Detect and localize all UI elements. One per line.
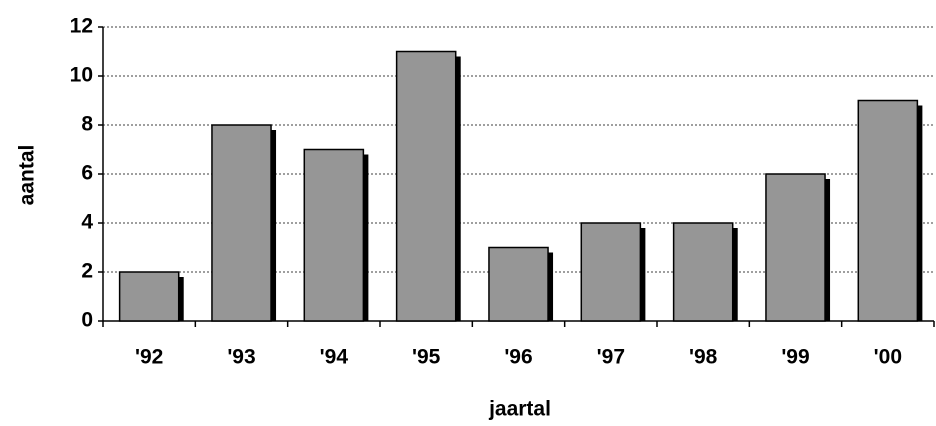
bar (395, 50, 457, 322)
x-tick-label: '97 (597, 346, 625, 369)
bar (765, 173, 826, 322)
y-axis-title: aantal (16, 145, 39, 206)
y-tick-label: 8 (81, 113, 93, 136)
x-tick-label: '99 (781, 346, 809, 369)
bar (488, 246, 549, 322)
x-tick-label: '96 (504, 346, 532, 369)
y-tick-label: 2 (81, 260, 93, 283)
x-tick-label: '95 (412, 346, 441, 369)
bar (303, 148, 365, 322)
y-tick-label: 4 (81, 211, 93, 234)
y-tick-label: 6 (81, 162, 93, 185)
bar (580, 222, 642, 322)
bar (118, 271, 180, 322)
y-tick-label: 0 (81, 309, 93, 332)
y-tick-label: 10 (70, 64, 93, 87)
bar (211, 124, 272, 322)
bar (857, 99, 919, 322)
x-tick-label: '00 (874, 346, 902, 369)
x-tick-label: '98 (689, 346, 718, 369)
x-tick-label: '92 (135, 346, 163, 369)
x-tick-label: '93 (227, 346, 255, 369)
y-tick-label: 12 (70, 15, 93, 38)
bar (672, 222, 734, 322)
x-tick-label: '94 (320, 346, 349, 369)
x-axis-title: jaartal (488, 398, 551, 421)
